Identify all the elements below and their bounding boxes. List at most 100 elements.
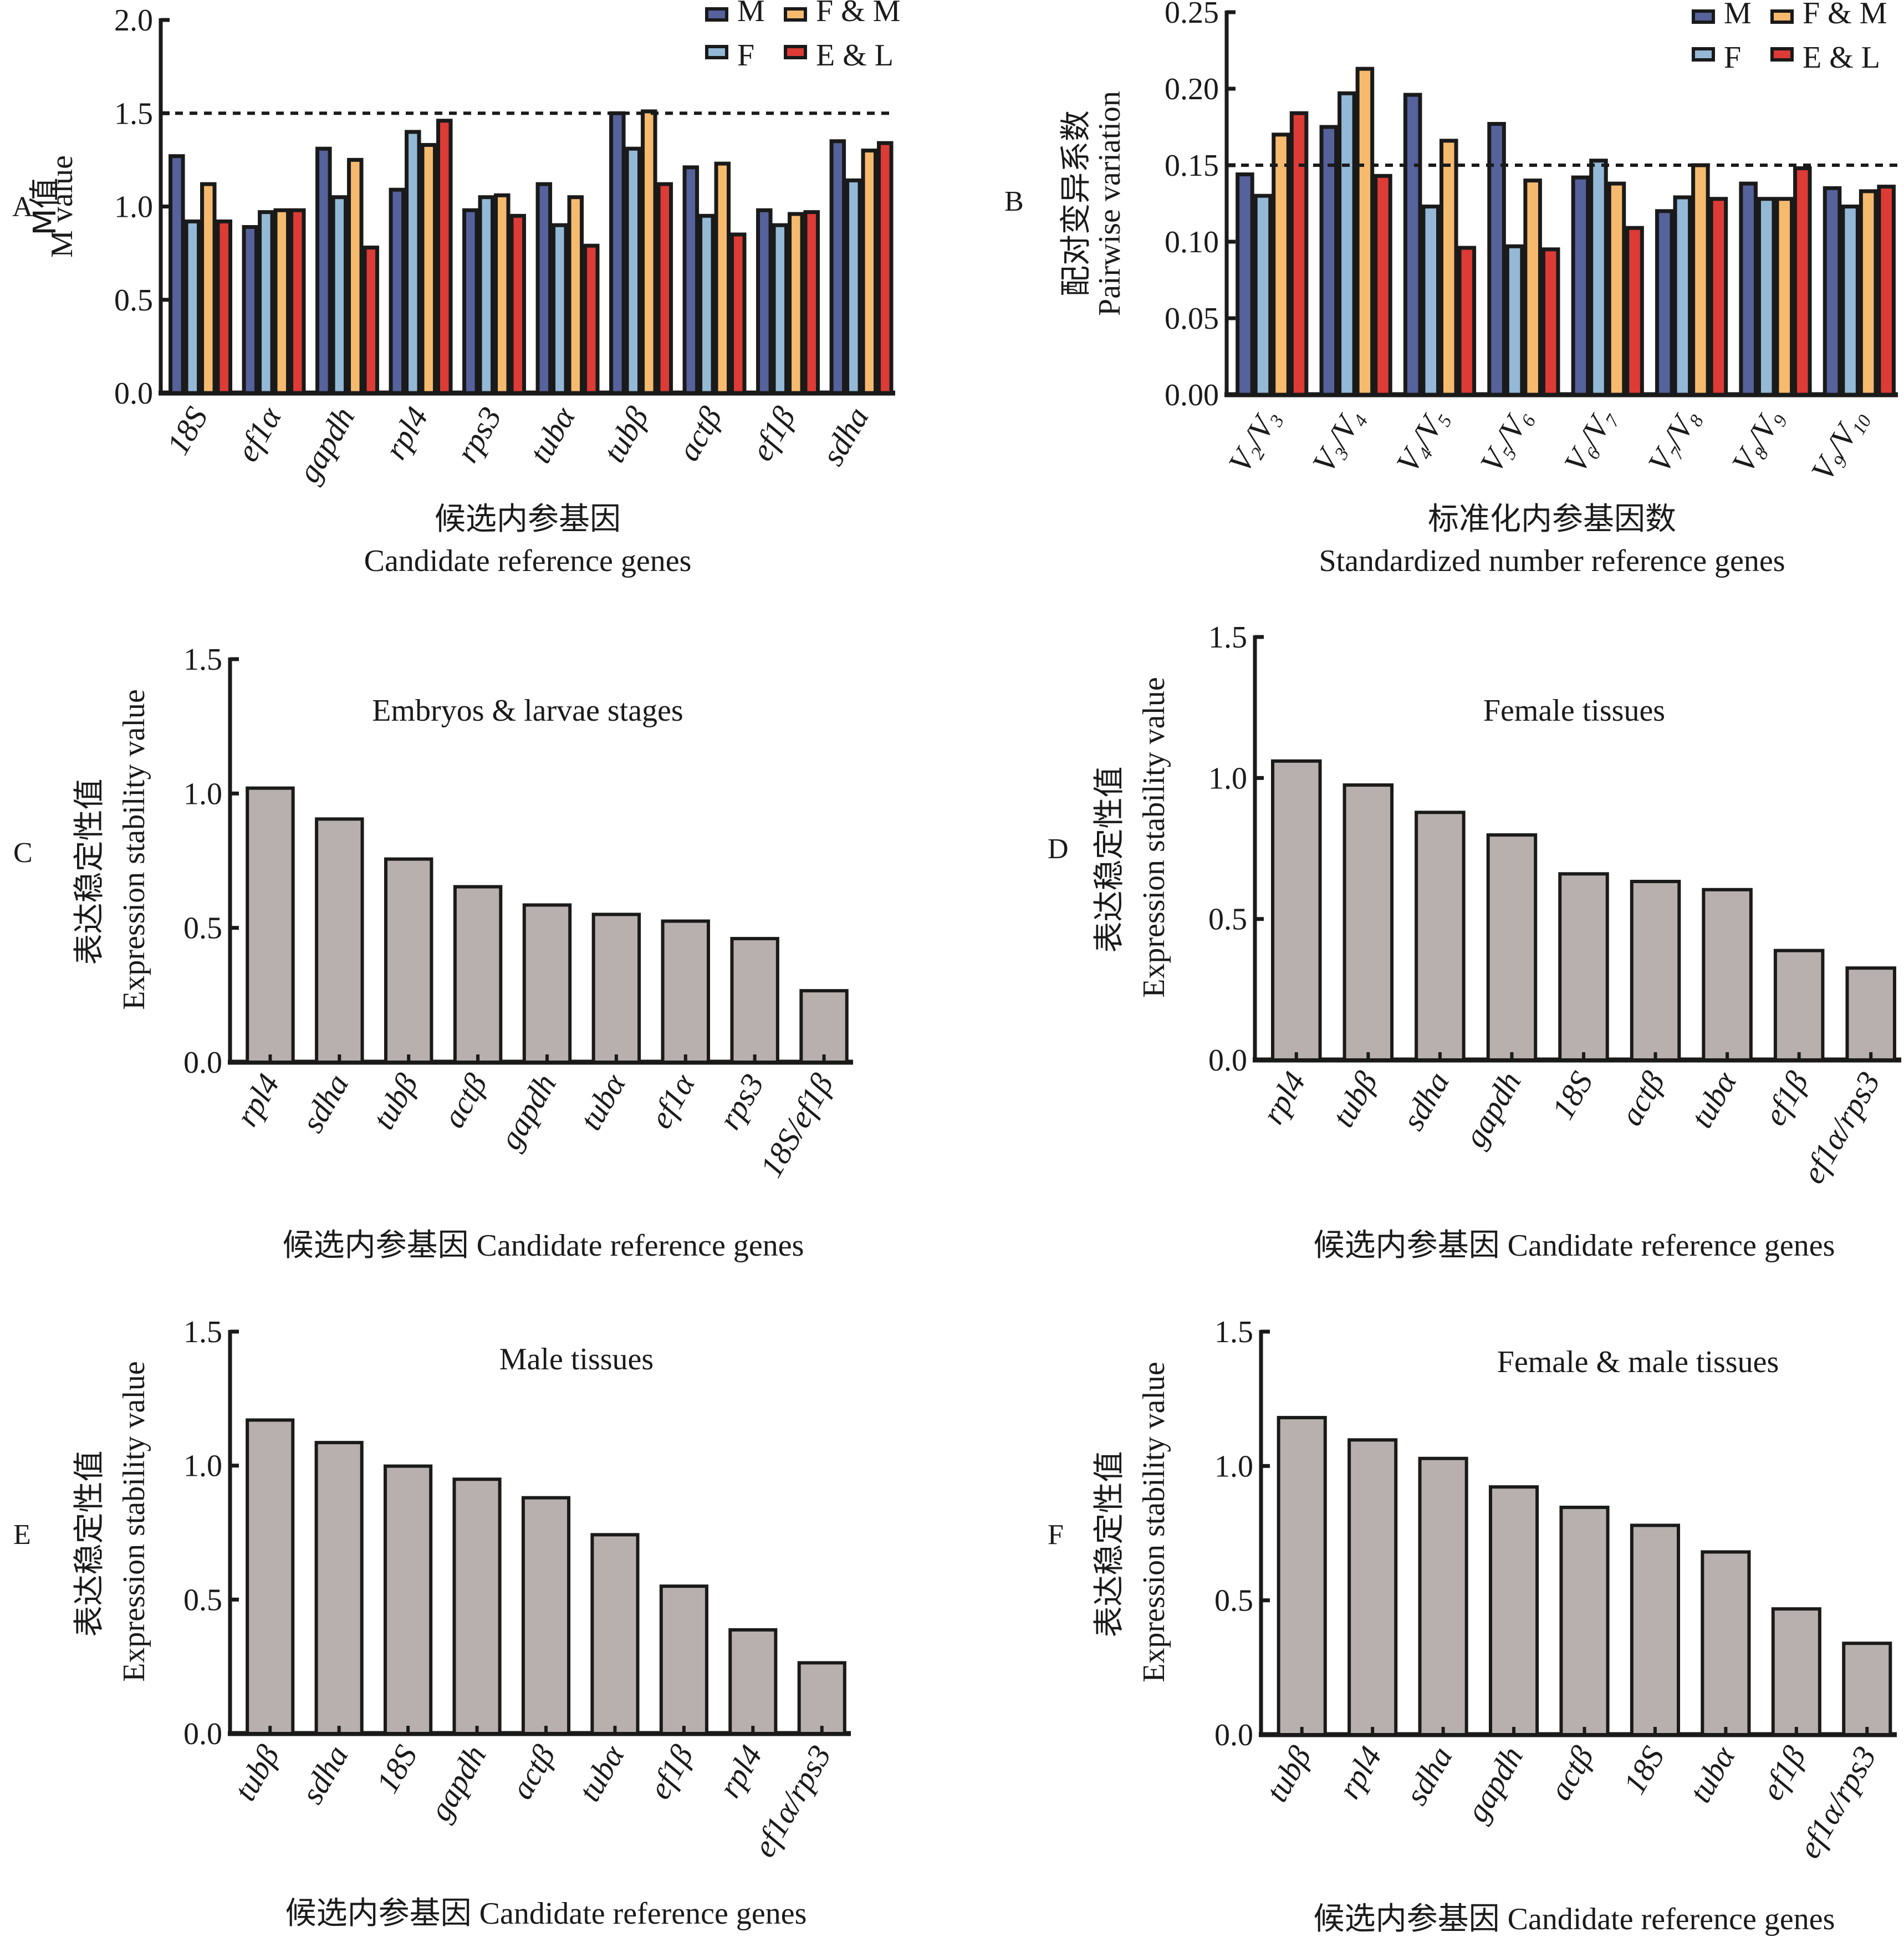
x-tick-label: gapdh [492,1068,563,1155]
bar-f [1673,195,1692,397]
bar-eandl [1709,197,1728,397]
legend-swatch-m [705,7,728,22]
bar [1486,833,1538,1062]
x-tick-label: tubα [522,400,582,469]
bar [1418,1456,1468,1737]
bar-f [552,223,568,395]
bar-f [405,130,421,395]
legend-swatch-f [1692,47,1715,62]
bar [661,919,710,1064]
bar-m [1655,209,1674,397]
x-tick-label: tubβ [227,1739,287,1807]
y-axis-title-cn: 表达稳定性值 [72,1451,108,1637]
x-tick-label: V8/V9 [1724,402,1791,480]
bar-f [184,219,201,395]
bar [384,1464,433,1735]
bar [315,817,364,1064]
bar-m [1739,181,1758,397]
legend-swatch-eandl [784,45,807,59]
x-tick-label: gapdh [422,1739,493,1827]
bar [1488,1485,1539,1737]
x-tick-label: 18S [1616,1740,1671,1800]
bar-f [478,195,495,395]
bar-fandm [567,195,584,395]
bar [521,1496,571,1736]
legend-label: M [737,0,765,28]
bar-fandm [788,212,804,395]
legend-swatch-f [705,45,728,59]
panel-letter: C [13,837,33,869]
x-tick-label: sdha [294,1739,355,1810]
x-tick-label: tubα [1683,1065,1744,1134]
bar-m [1403,93,1422,397]
bar-eandl [363,246,380,395]
y-axis-title-en: Expression stability value [117,1361,151,1682]
x-tick-label: actβ [1542,1740,1601,1806]
bar-eandl [1289,111,1309,397]
bar-eandl [583,243,600,395]
bar-eandl [1457,246,1477,397]
legend-label: F & M [1803,0,1887,30]
bar [730,937,779,1064]
bar [1842,1642,1892,1737]
bar-fandm [1607,181,1626,397]
panel-letter: B [1004,186,1024,217]
y-tick-label: 0.00 [1165,378,1219,412]
x-tick-label: tubβ [1325,1066,1385,1133]
bar [246,786,295,1064]
bar-m [1571,175,1590,397]
panel-a: A 0.0 0.5 1.0 1.5 2.0 MF F & M E & L 18S ef1α gapdh… [12,0,901,578]
x-axis-title: 候选内参基因 Candidate reference genes [1314,1229,1835,1263]
x-tick-label: ef1β [641,1739,700,1805]
bar-m [1319,125,1339,397]
x-tick-label: sdha [814,401,876,471]
bar-m [535,182,553,395]
x-tick-label: V7/V8 [1641,402,1708,480]
bar [1347,1438,1398,1736]
bar-eandl [1374,174,1392,397]
x-tick-label: gapdh [1459,1740,1530,1828]
bar-m [1487,121,1506,397]
bar-f [1589,159,1608,397]
y-axis-title-cn: 表达稳定性值 [1091,1451,1127,1638]
chart-subtitle: Male tissues [499,1342,654,1377]
bar-m [242,225,259,395]
legend-label: E & L [816,38,894,73]
bar-f [1253,193,1273,397]
y-tick-label: 0.5 [114,283,153,318]
bar [1343,783,1394,1062]
y-tick-label: 0.5 [1208,903,1247,937]
bar-fandm [347,157,364,395]
y-tick-label: 0.5 [183,1583,222,1617]
bar-eandl [1541,247,1560,397]
bar-fandm [861,149,878,395]
bar-m [462,208,479,395]
x-tick-label: gapdh [1457,1066,1528,1153]
bar [591,913,641,1064]
x-tick-label: 18S [1544,1066,1600,1125]
bar-fandm [641,109,657,395]
bar-m [682,165,700,395]
x-axis-title-en: Candidate reference genes [364,544,692,578]
x-tick-label: 18S [160,401,215,461]
y-tick-label: 0.0 [183,1717,222,1751]
bar-f [1757,197,1776,397]
x-tick-label: tubβ [1258,1740,1318,1808]
x-axis-title: 候选内参基因 Candidate reference genes [1314,1902,1835,1936]
bar-eandl [1793,166,1812,397]
y-tick-label: 1.0 [183,1449,222,1484]
bar [452,1477,502,1735]
bar-fandm [494,193,511,395]
bar [1415,811,1466,1062]
panel-letter: D [1048,833,1069,865]
panel-b: B 0.00 0.05 0.10 0.15 0.20 0.25 MF F & M E & L V2/… [1004,0,1898,578]
bar-f [331,195,348,395]
bar [1701,1550,1751,1737]
x-tick-label: sdha [1395,1066,1456,1136]
bar-f [625,146,642,395]
y-tick-label: 0.0 [183,1046,222,1080]
x-tick-label: rpl4 [228,1068,287,1132]
bar-m [315,146,332,395]
y-tick-label: 0.10 [1165,225,1219,259]
